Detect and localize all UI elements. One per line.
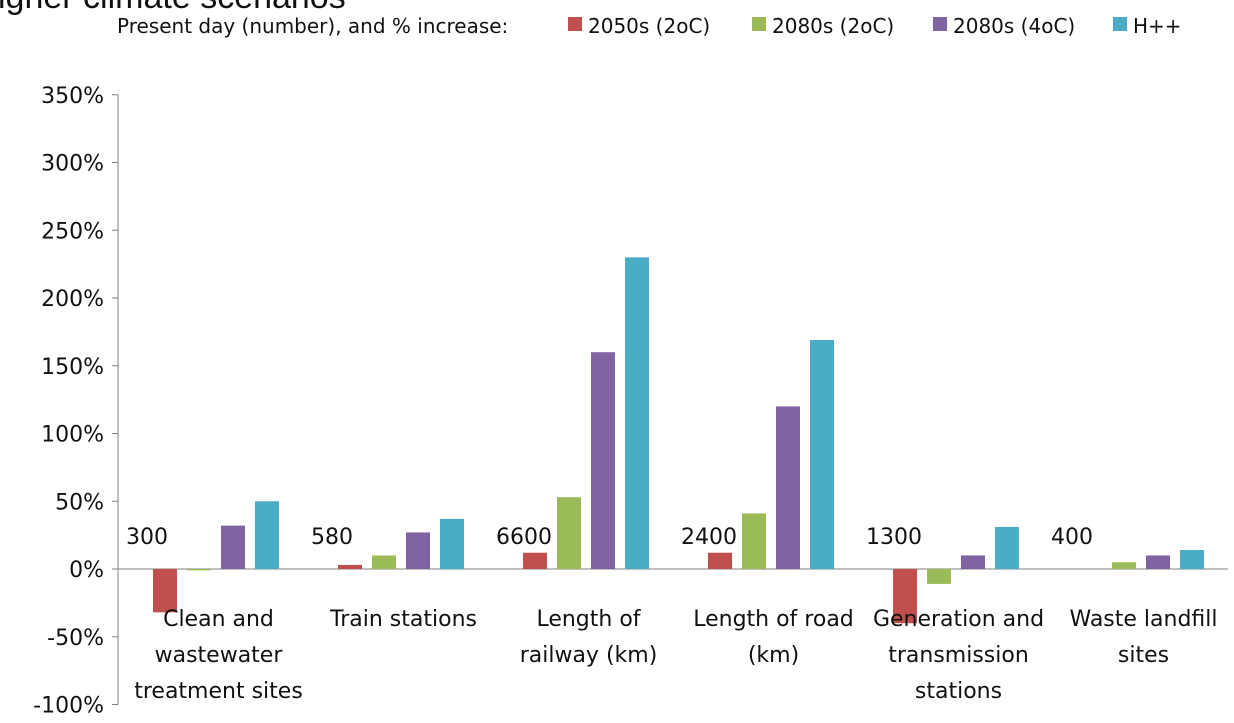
bar-5-1 xyxy=(893,569,917,624)
legend-label-4: H++ xyxy=(1133,14,1182,38)
category-label: Waste landfill xyxy=(1069,607,1217,632)
bar-6-4 xyxy=(1180,550,1204,569)
y-axis: 350% 300% 250% 200% 150% 100% 50% 0% -50% -100% xyxy=(33,84,1228,719)
y-tick-label: 150% xyxy=(41,355,104,380)
bar-1-2 xyxy=(187,569,211,571)
legend-swatch-1 xyxy=(568,17,582,31)
bar-2-2 xyxy=(372,555,396,569)
present-day-number: 6600 xyxy=(496,525,552,550)
category-label: Generation and xyxy=(873,607,1044,632)
present-day-number: 580 xyxy=(311,525,353,550)
bars xyxy=(153,257,1204,624)
bar-4-2 xyxy=(742,513,766,569)
bar-6-3 xyxy=(1146,555,1170,569)
y-tick-label: 300% xyxy=(41,152,104,177)
y-tick-label: 100% xyxy=(41,423,104,448)
category-label: transmission xyxy=(888,643,1029,668)
category-label: Length of road xyxy=(693,607,854,632)
legend-label-3: 2080s (4oC) xyxy=(953,14,1075,38)
legend-swatch-3 xyxy=(933,17,947,31)
y-tick-label: 0% xyxy=(69,558,104,583)
category-labels: Clean and wastewater treatment sites Train … xyxy=(134,607,1217,704)
bar-6-2 xyxy=(1112,562,1136,569)
bar-3-4 xyxy=(625,257,649,569)
bar-1-1 xyxy=(153,569,177,613)
present-day-number: 300 xyxy=(126,525,168,550)
y-tick-label: 250% xyxy=(41,219,104,244)
category-label: treatment sites xyxy=(134,679,303,704)
present-day-numbers: 300 580 6600 2400 1300 400 xyxy=(126,525,1093,550)
legend: Present day (number), and % increase: 205… xyxy=(117,14,1182,38)
present-day-number: 400 xyxy=(1051,525,1093,550)
present-day-number: 1300 xyxy=(866,525,922,550)
legend-swatch-4 xyxy=(1113,17,1127,31)
bar-5-3 xyxy=(961,555,985,569)
y-tick-label: 350% xyxy=(41,84,104,109)
legend-label-2: 2080s (2oC) xyxy=(772,14,894,38)
category-label: sites xyxy=(1118,643,1169,668)
bar-5-4 xyxy=(995,526,1019,569)
y-tick-label: -50% xyxy=(47,626,104,651)
category-label: railway (km) xyxy=(520,643,658,668)
category-label: stations xyxy=(915,679,1002,704)
legend-swatch-2 xyxy=(752,17,766,31)
bar-3-1 xyxy=(523,552,547,569)
bar-4-3 xyxy=(776,406,800,569)
bar-3-3 xyxy=(591,352,615,569)
category-label: Length of xyxy=(536,607,641,632)
bar-2-1 xyxy=(338,564,362,569)
present-day-number: 2400 xyxy=(681,525,737,550)
category-label: (km) xyxy=(748,643,799,668)
bar-1-4 xyxy=(255,501,279,569)
bar-1-3 xyxy=(221,525,245,569)
bar-3-2 xyxy=(557,497,581,569)
legend-prefix: Present day (number), and % increase: xyxy=(117,14,508,38)
y-tick-label: 200% xyxy=(41,287,104,312)
legend-label-1: 2050s (2oC) xyxy=(588,14,710,38)
category-label: Train stations xyxy=(329,607,477,632)
chart-title: igher climate scenarios xyxy=(0,0,346,17)
y-tick-label: -100% xyxy=(33,694,104,719)
category-label: Clean and xyxy=(163,607,274,632)
bar-2-4 xyxy=(440,518,464,569)
bar-5-2 xyxy=(927,569,951,584)
bar-2-3 xyxy=(406,532,430,569)
category-label: wastewater xyxy=(155,643,284,668)
bar-4-1 xyxy=(708,552,732,569)
bar-4-4 xyxy=(810,340,834,569)
y-tick-label: 50% xyxy=(55,490,104,515)
